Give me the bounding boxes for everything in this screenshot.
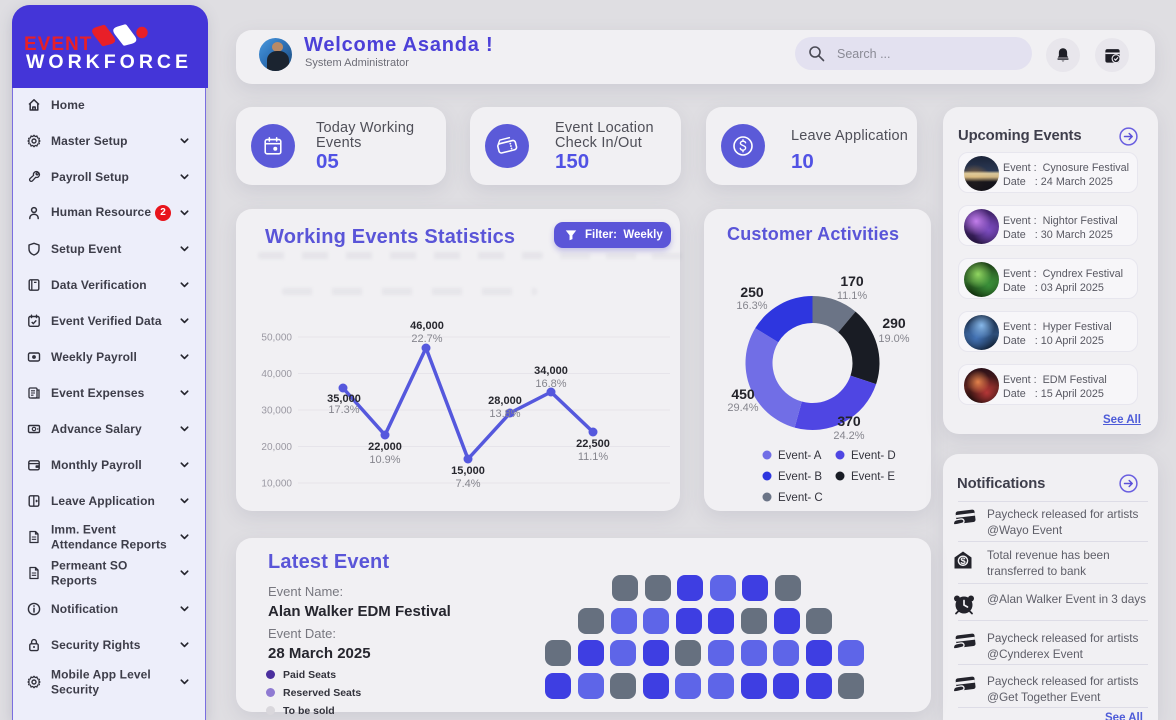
svg-text:Event- E: Event- E: [851, 471, 895, 483]
svg-text:Event- D: Event- D: [851, 450, 896, 462]
svg-text:34,000: 34,000: [534, 365, 568, 377]
svg-text:30,000: 30,000: [261, 406, 292, 417]
svg-text:10.9%: 10.9%: [369, 454, 400, 466]
svg-text:46,000: 46,000: [410, 320, 444, 332]
svg-text:Event- B: Event- B: [778, 471, 822, 483]
svg-text:450: 450: [731, 386, 755, 402]
svg-text:22,000: 22,000: [368, 441, 402, 453]
svg-text:22.7%: 22.7%: [411, 333, 442, 345]
svg-text:250: 250: [740, 284, 764, 300]
svg-text:15,000: 15,000: [451, 465, 485, 477]
svg-text:28,000: 28,000: [488, 395, 522, 407]
svg-text:24.2%: 24.2%: [833, 430, 864, 442]
svg-text:$: $: [960, 556, 966, 567]
svg-text:50,000: 50,000: [261, 333, 292, 344]
svg-text:Event- A: Event- A: [778, 450, 822, 462]
svg-text:16.8%: 16.8%: [535, 378, 566, 390]
svg-text:20,000: 20,000: [261, 442, 292, 453]
svg-text:Event- C: Event- C: [778, 492, 823, 504]
svg-text:13.8%: 13.8%: [489, 408, 520, 420]
svg-text:19.0%: 19.0%: [878, 333, 909, 345]
svg-text:10,000: 10,000: [261, 479, 292, 490]
svg-text:290: 290: [882, 315, 906, 331]
svg-text:370: 370: [837, 413, 861, 429]
svg-text:16.3%: 16.3%: [736, 300, 767, 312]
svg-text:40,000: 40,000: [261, 369, 292, 380]
svg-text:17.3%: 17.3%: [328, 404, 359, 416]
svg-text:22,500: 22,500: [576, 438, 610, 450]
svg-text:7.4%: 7.4%: [455, 478, 480, 490]
svg-text:11.1%: 11.1%: [578, 451, 609, 463]
svg-text:35,000: 35,000: [327, 393, 361, 405]
svg-text:11.1%: 11.1%: [837, 290, 868, 302]
svg-text:29.4%: 29.4%: [727, 402, 758, 414]
svg-text:170: 170: [840, 273, 864, 289]
